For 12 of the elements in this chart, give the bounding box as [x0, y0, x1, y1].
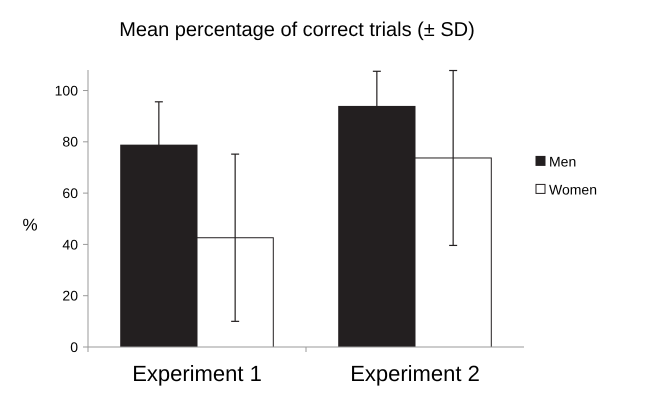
x-tick-label: Experiment 1 [132, 361, 262, 386]
y-tick-label: 60 [62, 185, 78, 202]
y-tick-label: 20 [62, 288, 78, 304]
y-tick-label: 100 [54, 82, 78, 98]
y-tick-label: 0 [70, 338, 78, 355]
legend-label: Men [549, 153, 576, 170]
y-axis-title: % [22, 216, 38, 234]
y-tick-label: 40 [62, 236, 78, 252]
x-tick-label: Experiment 2 [350, 361, 480, 386]
legend-label: Women [549, 181, 597, 198]
y-tick-label: 80 [62, 134, 78, 150]
chart-title: Mean percentage of correct trials (± SD) [119, 19, 475, 41]
